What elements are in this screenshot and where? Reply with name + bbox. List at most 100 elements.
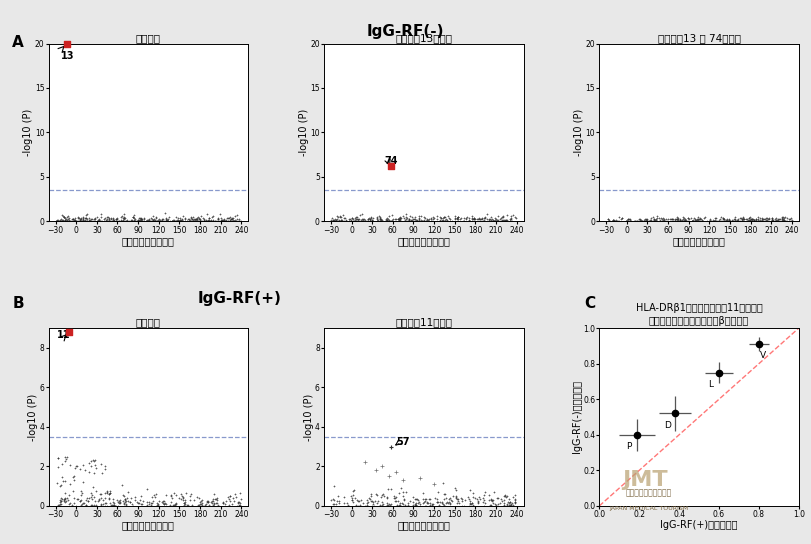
Point (118, 213, 131, 222)
Point (71, 217, 84, 226)
Point (382, 216, 395, 225)
Point (751, 215, 764, 224)
Point (373, 217, 386, 226)
Point (418, 495, 431, 504)
Point (135, 217, 148, 226)
Point (157, 499, 169, 508)
Point (327, 216, 340, 225)
Point (161, 217, 174, 225)
Point (688, 214, 701, 222)
Point (87, 217, 100, 226)
Point (337, 492, 350, 501)
Point (169, 500, 182, 509)
Point (744, 215, 757, 224)
Point (737, 214, 750, 223)
Point (472, 498, 485, 506)
Point (508, 499, 521, 508)
Point (62, 491, 75, 499)
Point (346, 491, 359, 499)
Point (128, 217, 141, 225)
Point (375, 498, 388, 506)
Point (216, 217, 229, 225)
Point (220, 497, 233, 505)
Point (483, 501, 496, 510)
Point (363, 215, 376, 224)
Point (463, 217, 476, 226)
Point (753, 217, 766, 225)
Point (757, 217, 770, 225)
Point (100, 217, 113, 226)
Point (120, 217, 133, 226)
Point (384, 500, 397, 509)
Point (409, 217, 422, 225)
Point (214, 209, 227, 218)
Point (679, 214, 692, 223)
Point (466, 501, 479, 510)
Point (178, 498, 191, 506)
Point (220, 217, 233, 226)
Point (73, 354, 86, 362)
Point (58, 494, 71, 503)
Point (637, 215, 650, 224)
Point (477, 215, 490, 224)
Point (148, 215, 161, 224)
Point (736, 214, 749, 222)
Point (185, 213, 198, 221)
Point (672, 213, 684, 222)
Point (376, 500, 389, 509)
Point (747, 215, 760, 224)
Point (402, 216, 415, 225)
Point (117, 491, 130, 499)
Point (337, 217, 350, 225)
Point (717, 217, 730, 226)
Point (510, 213, 523, 222)
Point (200, 217, 212, 226)
Point (345, 496, 358, 504)
Point (327, 494, 340, 503)
Point (49, 217, 62, 225)
Point (734, 217, 747, 225)
Point (229, 216, 242, 225)
Point (205, 217, 218, 226)
Point (759, 215, 772, 224)
Point (145, 498, 158, 507)
Point (123, 498, 136, 507)
Point (450, 493, 463, 502)
Point (60, 217, 73, 225)
Point (146, 217, 159, 226)
Point (450, 213, 463, 222)
Point (106, 216, 119, 225)
Point (366, 497, 379, 505)
Point (710, 217, 723, 225)
Point (371, 215, 384, 224)
Point (330, 497, 343, 505)
Point (107, 500, 120, 509)
Point (412, 497, 425, 506)
Point (659, 217, 672, 225)
Point (381, 215, 394, 224)
Point (442, 498, 455, 507)
Point (217, 215, 230, 224)
Point (424, 214, 437, 222)
Point (468, 215, 481, 224)
Point (431, 212, 444, 220)
Point (55, 493, 68, 502)
Point (218, 217, 231, 226)
Point (195, 500, 208, 509)
Point (54, 217, 67, 226)
Point (104, 146, 117, 154)
Point (612, 217, 625, 226)
Point (113, 217, 126, 226)
Point (325, 496, 338, 505)
Point (89, 500, 102, 509)
Point (756, 213, 769, 222)
Point (203, 501, 216, 510)
Point (108, 128, 121, 137)
Point (189, 215, 202, 224)
Point (720, 217, 733, 225)
Point (775, 216, 788, 225)
Point (666, 215, 679, 224)
Point (780, 217, 793, 225)
Point (119, 501, 132, 510)
Point (444, 500, 457, 509)
